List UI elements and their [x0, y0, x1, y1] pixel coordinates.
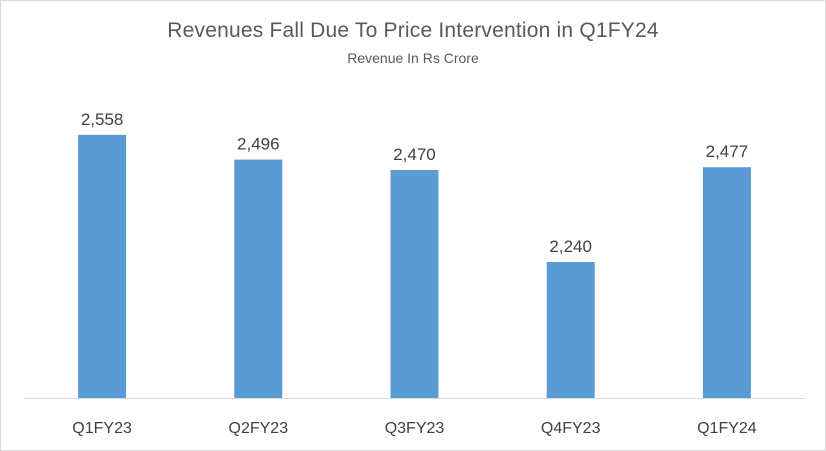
bar-q1fy23 — [78, 134, 127, 399]
chart-subtitle: Revenue In Rs Crore — [347, 50, 479, 66]
data-label-q1fy23: 2,558 — [81, 110, 124, 129]
bar-q4fy23 — [546, 262, 595, 398]
x-tick-label-q1fy23: Q1FY23 — [72, 420, 132, 437]
x-tick-label-q1fy24: Q1FY24 — [697, 420, 757, 437]
x-tick-label-q2fy23: Q2FY23 — [229, 420, 289, 437]
bar-q3fy23 — [390, 170, 439, 398]
data-label-q1fy24: 2,477 — [706, 142, 749, 161]
data-label-q2fy23: 2,496 — [237, 135, 280, 154]
x-tick-label-q3fy23: Q3FY23 — [385, 420, 445, 437]
data-label-q3fy23: 2,470 — [393, 145, 436, 164]
bar-q1fy24 — [702, 167, 751, 398]
bar-q2fy23 — [234, 159, 283, 398]
chart-title: Revenues Fall Due To Price Intervention … — [167, 19, 659, 42]
data-label-q4fy23: 2,240 — [549, 237, 592, 256]
x-tick-label-q4fy23: Q4FY23 — [541, 420, 601, 437]
